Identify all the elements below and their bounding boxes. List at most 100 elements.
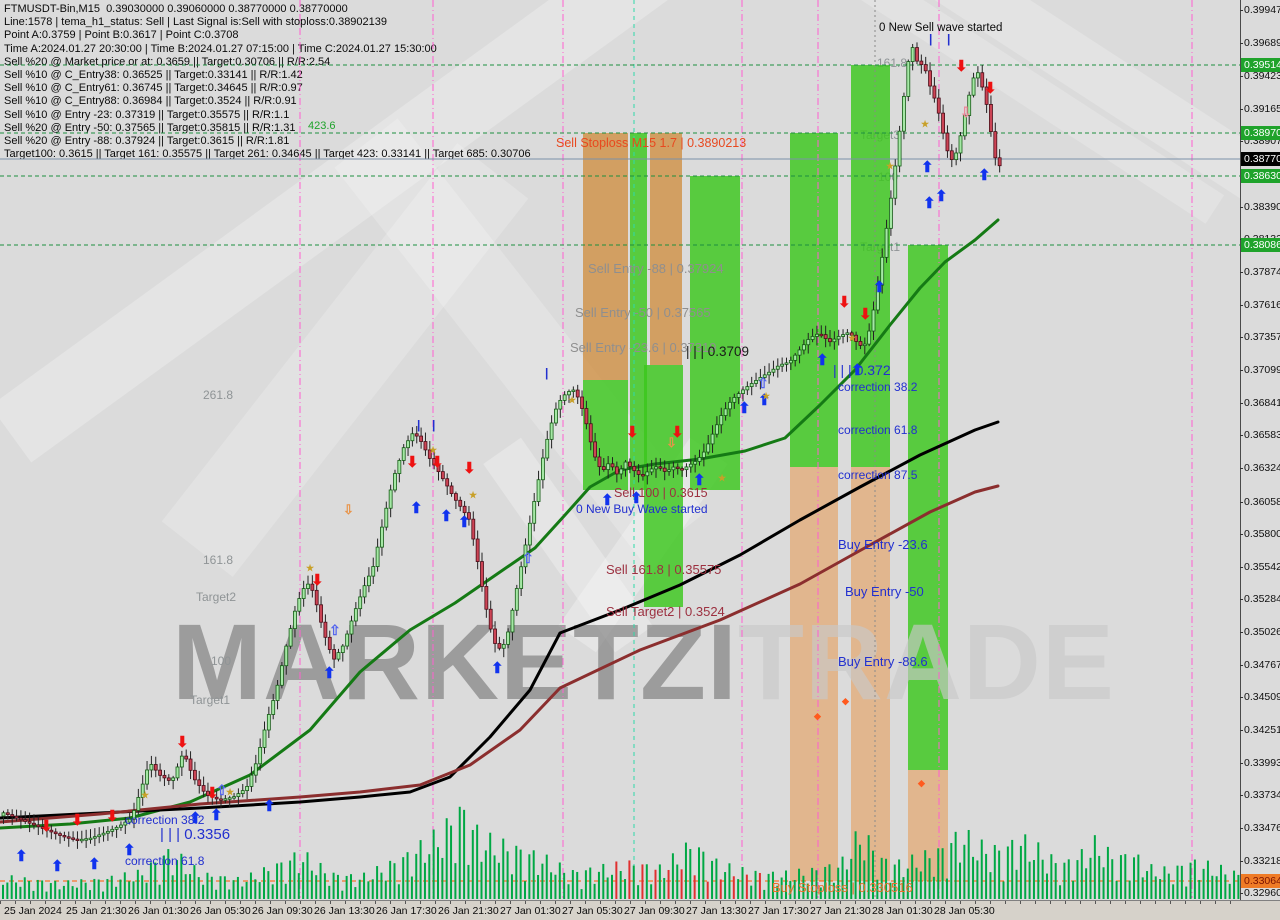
volume-bar bbox=[806, 883, 809, 899]
candle-body bbox=[532, 501, 537, 524]
price-tick: 0.36583 bbox=[1240, 429, 1280, 441]
candle-body bbox=[732, 397, 737, 403]
volume-bar bbox=[67, 880, 70, 899]
candle-body bbox=[158, 769, 163, 776]
candle-body bbox=[249, 774, 254, 787]
volume-bar bbox=[1119, 855, 1122, 899]
candle-body bbox=[453, 493, 458, 501]
candle-body bbox=[206, 790, 210, 796]
candle-body bbox=[197, 779, 202, 786]
volume-bar bbox=[1006, 846, 1009, 899]
volume-bar bbox=[276, 863, 279, 899]
volume-bar bbox=[493, 855, 496, 899]
chart-plot-area[interactable]: MARKETZITRADE FTMUSDT-Bin,M15 0.39030000… bbox=[0, 0, 1240, 900]
volume-bar bbox=[180, 853, 183, 899]
candle-body bbox=[436, 464, 441, 473]
volume-bar bbox=[1193, 859, 1196, 899]
candle-body bbox=[162, 774, 167, 779]
candle-body bbox=[667, 469, 671, 472]
candle-body bbox=[536, 479, 541, 502]
volume-bar bbox=[554, 874, 557, 899]
candle-body bbox=[384, 507, 389, 528]
candle-body bbox=[219, 798, 223, 801]
volume-bar bbox=[1032, 859, 1035, 899]
candle-body bbox=[136, 797, 141, 811]
candle-body bbox=[440, 471, 445, 480]
volume-bar bbox=[841, 856, 844, 899]
price-tag: 0.33064 bbox=[1241, 874, 1280, 888]
candle-body bbox=[976, 72, 980, 79]
candle-body bbox=[854, 334, 858, 342]
volume-bar bbox=[89, 890, 91, 899]
volume-bar bbox=[989, 872, 992, 899]
volume-bar bbox=[1046, 873, 1048, 899]
volume-bar bbox=[819, 887, 822, 899]
price-tick: 0.34767 bbox=[1240, 659, 1280, 671]
candle-body bbox=[875, 284, 880, 311]
candle-body bbox=[567, 391, 571, 396]
volume-bar bbox=[406, 852, 409, 899]
volume-bar bbox=[711, 860, 714, 899]
volume-bar bbox=[1067, 859, 1070, 899]
price-tick: 0.37616 bbox=[1240, 299, 1280, 311]
candle-body bbox=[175, 766, 180, 779]
volume-bar bbox=[2, 884, 4, 899]
candle-body bbox=[301, 588, 306, 599]
time-tick-label: 27 Jan 13:30 bbox=[686, 905, 747, 917]
volume-bar bbox=[1150, 864, 1153, 899]
candle-body bbox=[527, 522, 532, 546]
volume-bar bbox=[480, 861, 483, 899]
time-axis[interactable]: 25 Jan 2024 25 Jan 21:30 26 Jan 01:30 26 Ja… bbox=[0, 900, 1280, 920]
candle-body bbox=[371, 566, 376, 577]
candle-body bbox=[419, 435, 424, 442]
volume-bar bbox=[162, 855, 165, 899]
candle-body bbox=[980, 72, 985, 88]
volume-bar bbox=[811, 867, 814, 899]
candle-body bbox=[362, 585, 367, 598]
volume-bar bbox=[241, 886, 244, 899]
volume-bar bbox=[689, 848, 692, 899]
candle-body bbox=[723, 408, 728, 416]
candle-body bbox=[179, 755, 184, 768]
price-tick: 0.35026 bbox=[1240, 626, 1280, 638]
volume-bar bbox=[637, 885, 640, 899]
volume-bar bbox=[193, 865, 196, 899]
volume-bar bbox=[593, 883, 596, 899]
price-tag: 0.38770 bbox=[1241, 152, 1280, 166]
volume-bar bbox=[684, 842, 687, 899]
candle-body bbox=[432, 458, 437, 466]
candle-body bbox=[293, 610, 297, 630]
price-tick: 0.33218 bbox=[1240, 855, 1280, 867]
volume-bar bbox=[602, 863, 605, 899]
candle-body bbox=[279, 665, 284, 686]
volume-bar bbox=[62, 885, 65, 899]
volume-bar bbox=[937, 848, 940, 899]
volume-bar bbox=[597, 871, 600, 899]
price-tick: 0.36324 bbox=[1240, 462, 1280, 474]
volume-bar bbox=[210, 876, 213, 899]
time-tick-label: 26 Jan 09:30 bbox=[252, 905, 313, 917]
candle-body bbox=[562, 394, 567, 401]
candle-body bbox=[936, 97, 941, 114]
candle-body bbox=[928, 70, 932, 87]
price-tick: 0.38390 bbox=[1240, 201, 1280, 213]
candle-body bbox=[501, 643, 506, 649]
ma-slow-black bbox=[0, 420, 1000, 820]
candle-body bbox=[915, 47, 919, 62]
retracement-zone bbox=[583, 133, 628, 380]
candle-body bbox=[584, 408, 589, 425]
volume-bar bbox=[445, 818, 448, 899]
volume-bar bbox=[802, 875, 805, 899]
volume-bar bbox=[371, 879, 374, 899]
volume-bar bbox=[780, 877, 783, 899]
candle-body bbox=[632, 465, 637, 472]
volume-bar bbox=[484, 850, 487, 899]
volume-bar bbox=[902, 877, 905, 899]
volume-bar bbox=[1063, 862, 1066, 899]
candle-body bbox=[967, 94, 972, 116]
volume-bar bbox=[258, 882, 261, 899]
candle-body bbox=[836, 336, 841, 340]
price-axis[interactable]: 0.39947 0.39689 0.39423 0.39165 0.38907 0.383… bbox=[1240, 0, 1280, 900]
candle-body bbox=[802, 344, 806, 351]
volume-bar bbox=[106, 878, 109, 899]
